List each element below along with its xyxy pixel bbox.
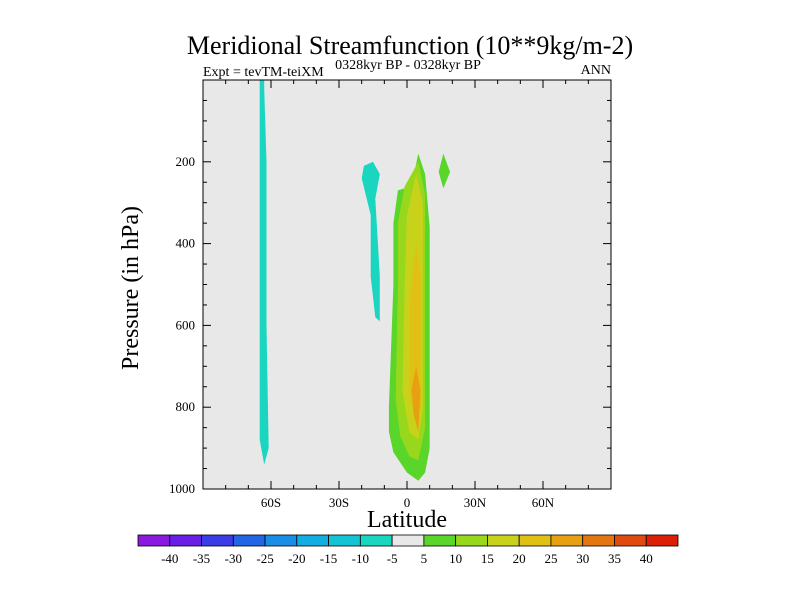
plot-area: 60S 30S 0 30N 60N 200 400 600 800 1000 [169,79,612,510]
x-tick-label: 0 [404,495,411,510]
y-tick-label: 200 [176,154,196,169]
colorbar-label: 5 [421,551,428,566]
chart-subtitle-center: 0328kyr BP - 0328kyr BP [335,58,481,73]
y-tick-label: 1000 [169,481,195,496]
colorbar-label: -30 [225,551,242,566]
colorbar-box-10 [455,534,488,547]
colorbar-label: 25 [544,551,557,566]
x-tick-label: 60N [532,495,555,510]
colorbar-box-16 [645,534,679,547]
axes-ticks: 60S 30S 0 30N 60N 200 400 600 800 1000 [169,80,611,510]
chart-subtitle-left: Expt = tevTM-teiXM [203,65,324,80]
colorbar-box-6 [328,534,361,547]
colorbar-label: -40 [161,551,178,566]
colorbar-label: -15 [320,551,337,566]
x-tick-label: 30S [329,495,349,510]
colorbar-box-1 [169,534,202,547]
colorbar-label: 35 [608,551,621,566]
colorbar: -40 -35 -30 -25 -20 -15 -10 -5 5 10 15 20 25 30 35 40 [137,534,679,566]
x-tick-label: 60S [261,495,281,510]
colorbar-box-4 [264,534,298,547]
y-tick-label: 600 [176,317,196,332]
colorbar-box-11 [487,534,520,547]
colorbar-label: -25 [256,551,273,566]
colorbar-label: 40 [640,551,653,566]
contour-region-7 [411,366,421,432]
colorbar-box-14 [582,534,615,547]
colorbar-label: 20 [513,551,526,566]
chart-subtitle-right: ANN [581,63,611,78]
colorbar-label: 30 [576,551,589,566]
colorbar-label: -20 [288,551,305,566]
colorbar-label: -10 [352,551,369,566]
y-axis-label: Pressure (in hPa) [118,206,144,370]
colorbar-box-12 [518,534,552,547]
colorbar-label: -35 [193,551,210,566]
colorbar-box-9 [423,534,457,547]
colorbar-label: -5 [387,551,398,566]
colorbar-box-8 [391,534,425,547]
contour-region-3 [438,153,451,189]
chart-title: Meridional Streamfunction (10**9kg/m-2) [187,31,633,60]
colorbar-box-13 [550,534,584,547]
colorbar-box-0 [137,534,171,547]
colorbar-label: 10 [449,551,462,566]
x-tick-label: 30N [464,495,487,510]
contour-region-1 [361,161,380,322]
colorbar-label: 15 [481,551,494,566]
contour-region-0 [259,80,269,465]
colorbar-box-15 [614,534,647,547]
colorbar-box-2 [201,534,234,547]
colorbar-box-3 [232,534,266,547]
colorbar-box-7 [359,534,393,547]
colorbar-box-5 [296,534,329,547]
x-axis-label: Latitude [367,507,447,533]
contour-regions [259,80,451,481]
y-tick-label: 400 [176,236,196,251]
y-tick-label: 800 [176,399,196,414]
